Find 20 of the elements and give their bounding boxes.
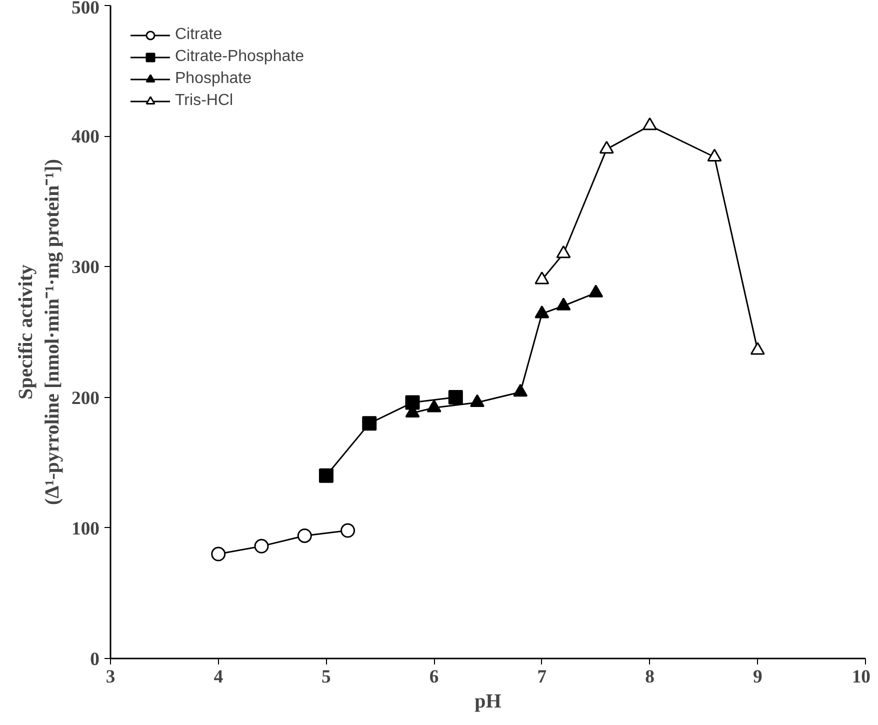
y-tick-label: 0 xyxy=(90,649,100,670)
x-tick-label: 8 xyxy=(645,666,654,688)
x-tick-label: 5 xyxy=(322,666,331,688)
legend-label: Tris-HCl xyxy=(175,92,234,110)
y-tick-label: 100 xyxy=(72,518,100,540)
x-tick-label: 10 xyxy=(852,666,870,688)
legend-label: Citrate-Phosphate xyxy=(175,48,304,66)
x-tick-label: 6 xyxy=(429,666,439,688)
x-tick-label: 7 xyxy=(537,666,547,688)
legend-label: Phosphate xyxy=(175,70,252,88)
legend-label: Citrate xyxy=(175,26,222,44)
x-tick-label: 3 xyxy=(106,666,116,688)
x-tick-label: 9 xyxy=(752,666,762,688)
y-tick-label: 300 xyxy=(72,257,100,278)
y-axis-title: Specific activity (Δ¹-pyrroline [nmol·min⁻¹·mg protein⁻¹]) xyxy=(15,158,64,505)
y-tick-label: 400 xyxy=(72,126,100,148)
x-axis-title: pH xyxy=(474,690,502,712)
y-tick-label: 200 xyxy=(72,388,100,409)
y-tick-label: 500 xyxy=(72,0,100,18)
x-tick-label: 4 xyxy=(214,666,224,688)
